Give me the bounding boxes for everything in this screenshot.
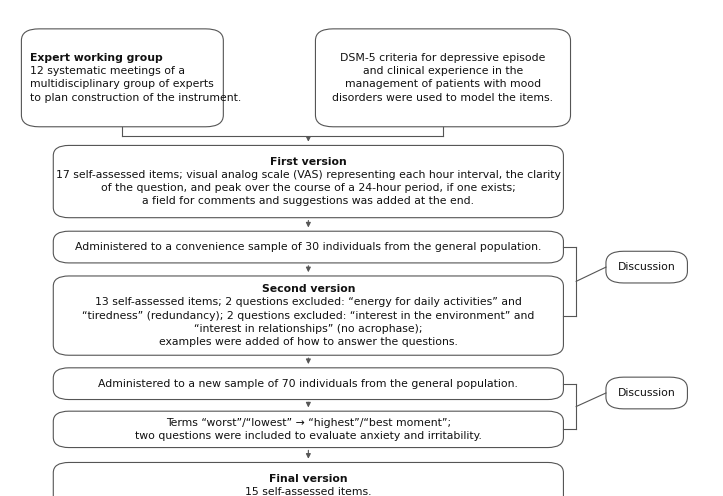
Text: of the question, and peak over the course of a 24-hour period, if one exists;: of the question, and peak over the cours… (101, 183, 515, 193)
Text: two questions were included to evaluate anxiety and irritability.: two questions were included to evaluate … (135, 431, 482, 441)
FancyBboxPatch shape (54, 276, 563, 355)
Text: examples were added of how to answer the questions.: examples were added of how to answer the… (159, 337, 458, 347)
Text: Final version: Final version (269, 474, 348, 484)
Text: Expert working group: Expert working group (30, 53, 163, 63)
Text: and clinical experience in the: and clinical experience in the (363, 66, 523, 76)
Text: to plan construction of the instrument.: to plan construction of the instrument. (30, 93, 241, 103)
Text: Second version: Second version (262, 284, 355, 294)
Text: disorders were used to model the items.: disorders were used to model the items. (333, 93, 554, 103)
Text: a field for comments and suggestions was added at the end.: a field for comments and suggestions was… (142, 196, 474, 206)
FancyBboxPatch shape (606, 377, 688, 409)
Text: management of patients with mood: management of patients with mood (345, 79, 541, 89)
FancyBboxPatch shape (54, 411, 563, 447)
FancyBboxPatch shape (606, 251, 688, 283)
Text: Discussion: Discussion (618, 262, 675, 272)
FancyBboxPatch shape (315, 29, 570, 127)
Text: 12 systematic meetings of a: 12 systematic meetings of a (30, 66, 185, 76)
Text: First version: First version (270, 157, 347, 167)
Text: multidisciplinary group of experts: multidisciplinary group of experts (30, 79, 214, 89)
FancyBboxPatch shape (54, 368, 563, 400)
Text: Administered to a new sample of 70 individuals from the general population.: Administered to a new sample of 70 indiv… (98, 378, 518, 389)
Text: Terms “worst”/“lowest” → “highest”/“best moment”;: Terms “worst”/“lowest” → “highest”/“best… (166, 418, 451, 428)
Text: 17 self-assessed items; visual analog scale (VAS) representing each hour interva: 17 self-assessed items; visual analog sc… (56, 170, 561, 180)
Text: Discussion: Discussion (618, 388, 675, 398)
FancyBboxPatch shape (54, 145, 563, 218)
Text: “interest in relationships” (no acrophase);: “interest in relationships” (no acrophas… (194, 324, 423, 334)
Text: “tiredness” (redundancy); 2 questions excluded: “interest in the environment” an: “tiredness” (redundancy); 2 questions ex… (82, 310, 534, 320)
FancyBboxPatch shape (54, 231, 563, 263)
Text: Administered to a convenience sample of 30 individuals from the general populati: Administered to a convenience sample of … (75, 242, 542, 252)
Text: 13 self-assessed items; 2 questions excluded: “energy for daily activities” and: 13 self-assessed items; 2 questions excl… (95, 298, 522, 308)
Text: DSM-5 criteria for depressive episode: DSM-5 criteria for depressive episode (341, 53, 546, 63)
Text: 15 self-assessed items.: 15 self-assessed items. (245, 488, 372, 496)
FancyBboxPatch shape (54, 462, 563, 496)
FancyBboxPatch shape (22, 29, 223, 127)
